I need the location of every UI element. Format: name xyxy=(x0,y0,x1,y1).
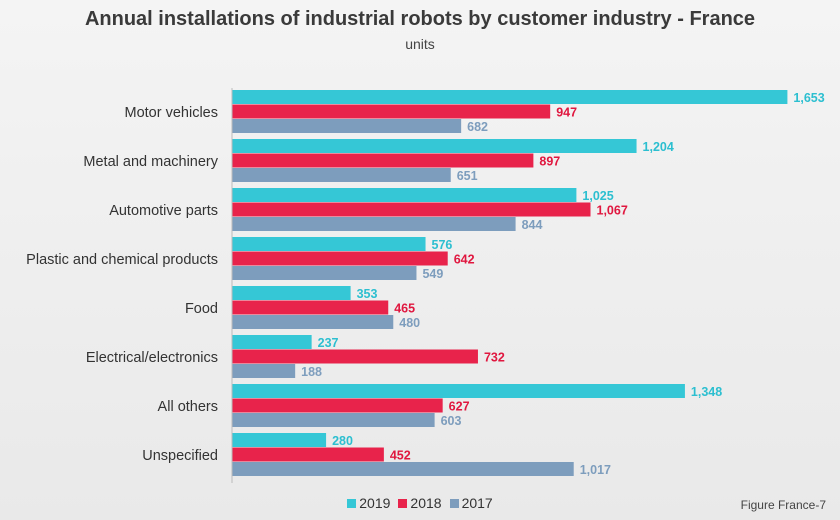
category-label: Plastic and chemical products xyxy=(26,252,218,268)
data-label: 465 xyxy=(394,302,415,316)
bar-2019 xyxy=(232,188,577,202)
chart-subtitle: units xyxy=(405,36,435,52)
legend-swatch xyxy=(398,499,408,508)
legend-item-2019: 2019 xyxy=(347,495,390,511)
bar-2017 xyxy=(232,168,451,182)
bar-2017 xyxy=(232,364,296,378)
data-label: 603 xyxy=(441,414,462,428)
bar-2017 xyxy=(232,315,394,329)
bar-2019 xyxy=(232,384,685,398)
bar-2019 xyxy=(232,90,788,104)
data-label: 897 xyxy=(539,155,560,169)
data-label: 576 xyxy=(432,238,453,252)
legend-label: 2019 xyxy=(359,495,391,511)
data-label: 353 xyxy=(357,287,378,301)
category-label: All others xyxy=(158,399,218,415)
data-label: 642 xyxy=(454,253,475,267)
data-label: 480 xyxy=(399,316,420,330)
legend-swatch xyxy=(449,499,459,508)
data-label: 732 xyxy=(484,351,505,365)
legend-swatch xyxy=(347,499,357,508)
bar-2018 xyxy=(232,202,591,217)
data-label: 1,348 xyxy=(691,385,722,399)
bar-2019 xyxy=(232,237,426,251)
data-label: 947 xyxy=(556,106,577,120)
data-label: 1,067 xyxy=(597,204,628,218)
bar-2017 xyxy=(232,119,462,133)
legend-item-2017: 2017 xyxy=(449,495,493,511)
category-label: Unspecified xyxy=(142,448,218,464)
bar-2018 xyxy=(232,104,551,119)
category-label: Electrical/electronics xyxy=(86,350,218,366)
data-label: 627 xyxy=(449,400,470,414)
bar-2018 xyxy=(232,349,478,364)
bar-2017 xyxy=(232,266,417,280)
figure-caption: Figure France-7 xyxy=(740,498,826,512)
data-label: 651 xyxy=(457,169,478,183)
category-label: Motor vehicles xyxy=(125,105,218,121)
legend: 2019 2018 2017 xyxy=(0,495,840,511)
data-label: 188 xyxy=(301,365,322,379)
bar-2017 xyxy=(232,217,516,231)
legend-item-2018: 2018 xyxy=(398,495,442,511)
bar-2019 xyxy=(232,139,637,153)
bar-2017 xyxy=(232,413,435,427)
data-label: 1,653 xyxy=(793,91,824,105)
bar-2018 xyxy=(232,300,389,315)
category-label: Food xyxy=(185,301,218,317)
data-label: 1,017 xyxy=(580,463,611,477)
bar-2018 xyxy=(232,251,448,266)
legend-label: 2017 xyxy=(461,495,493,511)
data-label: 682 xyxy=(467,120,488,134)
bar-2019 xyxy=(232,286,351,300)
data-label: 280 xyxy=(332,434,353,448)
data-label: 1,204 xyxy=(643,140,674,154)
data-label: 237 xyxy=(318,336,339,350)
data-label: 1,025 xyxy=(582,189,613,203)
legend-label: 2018 xyxy=(410,495,442,511)
category-label: Metal and machinery xyxy=(83,154,218,170)
bar-2018 xyxy=(232,447,384,462)
data-label: 844 xyxy=(522,218,543,232)
bar-2018 xyxy=(232,398,443,413)
bar-2019 xyxy=(232,433,327,447)
category-label: Automotive parts xyxy=(109,203,218,219)
bar-2018 xyxy=(232,153,534,168)
bar-2017 xyxy=(232,462,574,476)
data-label: 549 xyxy=(422,267,443,281)
data-label: 452 xyxy=(390,449,411,463)
chart-title: Annual installations of industrial robot… xyxy=(84,8,756,30)
bar-2019 xyxy=(232,335,312,349)
